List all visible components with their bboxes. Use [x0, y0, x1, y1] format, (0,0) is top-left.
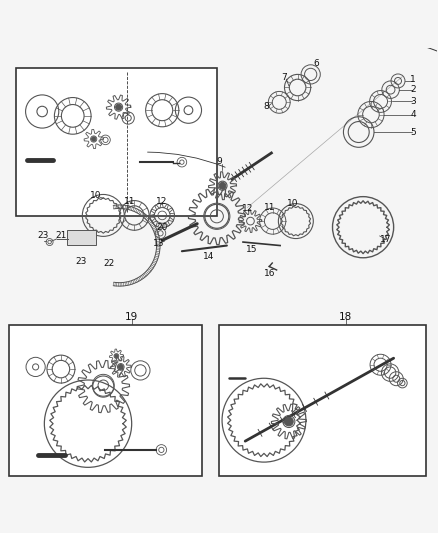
Text: 18: 18 [339, 312, 352, 322]
Text: 17: 17 [380, 235, 392, 244]
Text: 11: 11 [264, 203, 276, 212]
FancyBboxPatch shape [67, 230, 96, 245]
Text: 11: 11 [124, 197, 136, 206]
Text: 15: 15 [247, 245, 258, 254]
Text: 9: 9 [216, 157, 222, 166]
Text: 8: 8 [263, 102, 269, 111]
Text: 3: 3 [410, 97, 416, 106]
Text: 22: 22 [103, 259, 115, 268]
Circle shape [115, 354, 118, 358]
Circle shape [219, 182, 226, 189]
FancyBboxPatch shape [16, 68, 217, 216]
Text: 10: 10 [286, 199, 298, 208]
Text: 2: 2 [410, 85, 416, 94]
Text: 21: 21 [56, 231, 67, 240]
Text: 12: 12 [155, 197, 167, 206]
FancyBboxPatch shape [10, 326, 201, 476]
FancyBboxPatch shape [219, 326, 426, 476]
Text: 12: 12 [242, 204, 254, 213]
Text: 6: 6 [314, 59, 319, 68]
Circle shape [92, 137, 96, 141]
Text: 1: 1 [410, 75, 416, 84]
Text: 7: 7 [281, 74, 286, 83]
Text: 23: 23 [76, 257, 87, 266]
Text: 19: 19 [125, 312, 138, 322]
Text: 14: 14 [203, 252, 214, 261]
Text: 4: 4 [410, 110, 416, 119]
Circle shape [118, 365, 123, 369]
Text: 13: 13 [153, 239, 165, 248]
Text: 23: 23 [37, 231, 48, 240]
Circle shape [285, 417, 293, 426]
Text: 20: 20 [156, 223, 168, 232]
Text: 5: 5 [410, 127, 416, 136]
Circle shape [116, 104, 122, 110]
Text: 10: 10 [90, 191, 102, 200]
Text: 16: 16 [264, 269, 275, 278]
